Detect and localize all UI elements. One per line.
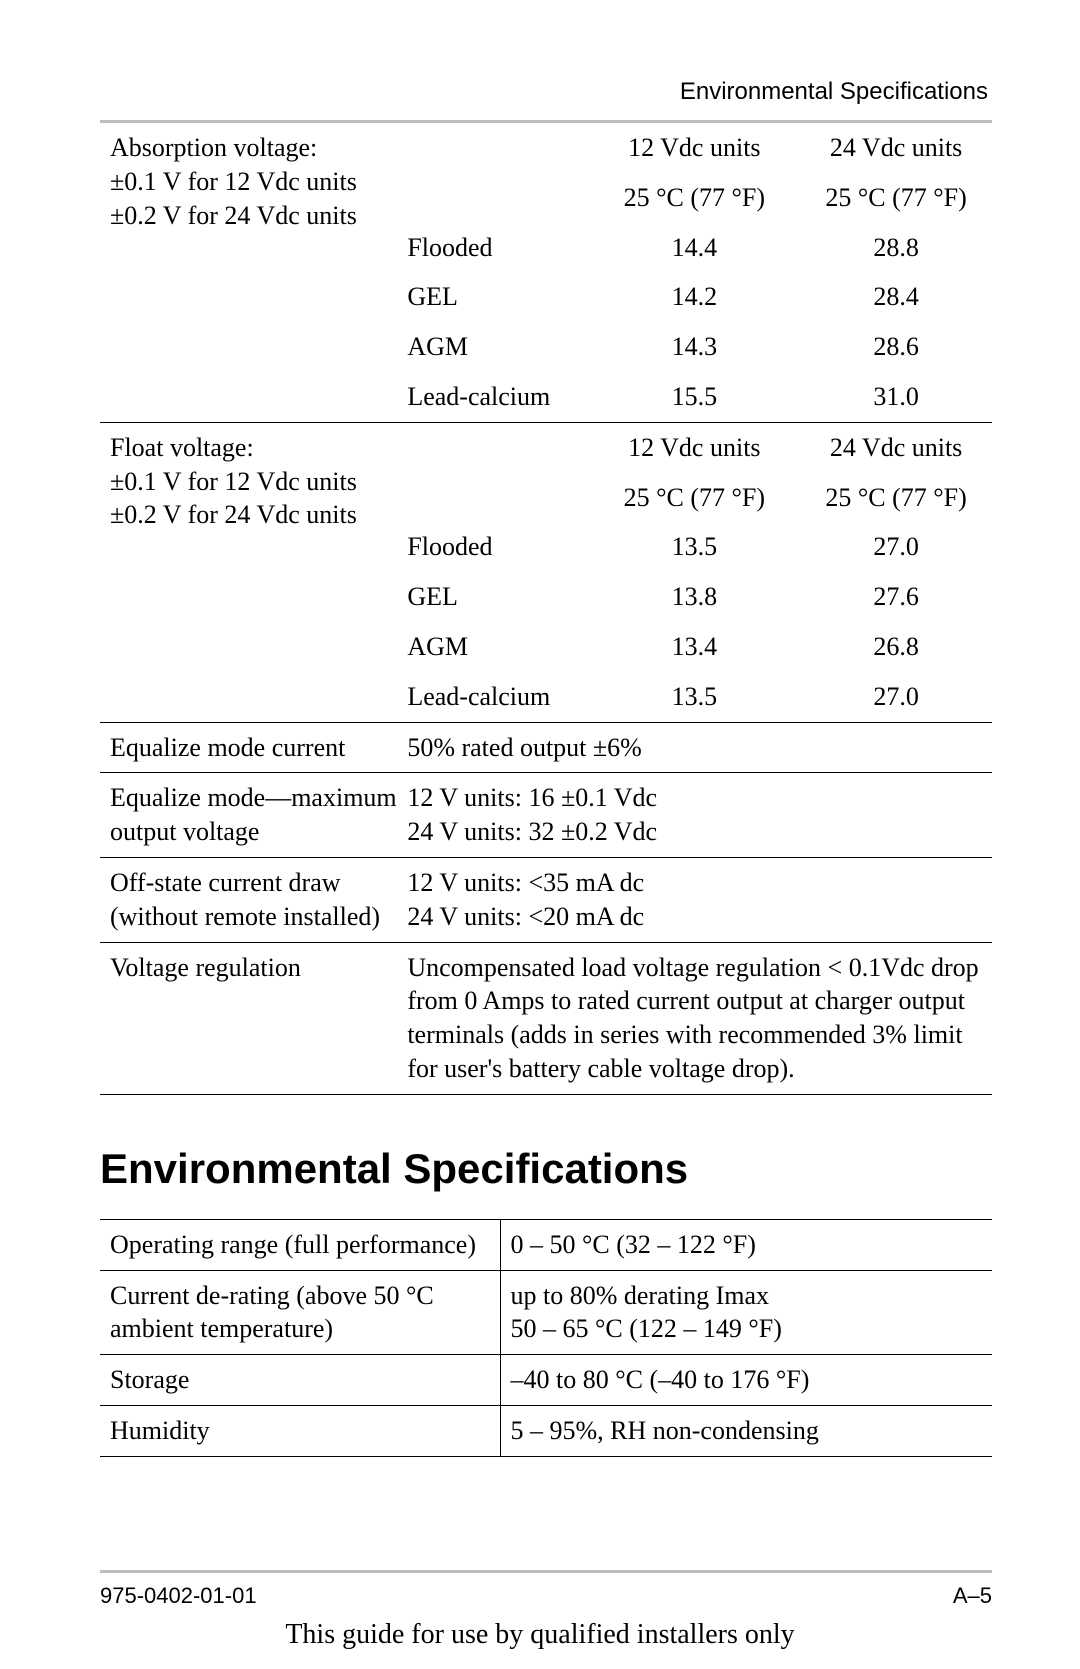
value-12v: 13.5 [588,672,790,722]
battery-type: Flooded [397,223,588,273]
value-24v: 31.0 [790,372,992,422]
float-note-12: ±0.1 V for 12 Vdc units [110,467,357,496]
spec-value: up to 80% derating Imax50 – 65 °C (122 –… [500,1270,992,1355]
footer-rule [100,1570,992,1573]
spec-value: –40 to 80 °C (–40 to 176 °F) [500,1355,992,1406]
table-row: Lead-calcium 13.5 27.0 [100,672,992,722]
footer-disclaimer: This guide for use by qualified installe… [0,1619,1080,1651]
spec-label: Off-state current draw (without remote i… [100,857,397,942]
spec-label: Equalize mode—maximum output voltage [100,773,397,858]
spec-value: 5 – 95%, RH non-condensing [500,1405,992,1456]
table-row: Humidity 5 – 95%, RH non-condensing [100,1405,992,1456]
col-header-12v: 12 Vdc units [588,422,790,472]
spec-label: Equalize mode current [100,722,397,773]
col-subheader-24v: 25 °C (77 °F) [790,473,992,523]
table-row: Storage –40 to 80 °C (–40 to 176 °F) [100,1355,992,1406]
absorption-label: Absorption voltage: ±0.1 V for 12 Vdc un… [100,123,397,272]
table-row: Float voltage: ±0.1 V for 12 Vdc units ±… [100,422,992,472]
spec-label: Storage [100,1355,500,1406]
table-row: AGM 13.4 26.8 [100,622,992,672]
absorption-title: Absorption voltage: [110,133,317,162]
col-header-24v: 24 Vdc units [790,123,992,173]
page-number: A–5 [953,1583,992,1609]
value-24v: 27.0 [790,672,992,722]
table-row: GEL 13.8 27.6 [100,572,992,622]
table-row: AGM 14.3 28.6 [100,322,992,372]
battery-type: AGM [397,322,588,372]
spec-value: 12 V units: 16 ±0.1 Vdc24 V units: 32 ±0… [397,773,992,858]
table-row: Current de-rating (above 50 °C ambient t… [100,1270,992,1355]
spec-label: Humidity [100,1405,500,1456]
table-row: Voltage regulation Uncompensated load vo… [100,942,992,1094]
value-12v: 15.5 [588,372,790,422]
value-24v: 28.6 [790,322,992,372]
value-12v: 13.5 [588,522,790,572]
spec-value: Uncompensated load voltage regulation < … [397,942,992,1094]
table-row: Operating range (full performance) 0 – 5… [100,1219,992,1270]
spec-label: Operating range (full performance) [100,1219,500,1270]
battery-type: GEL [397,272,588,322]
battery-type: AGM [397,622,588,672]
table-row: Equalize mode—maximum output voltage 12 … [100,773,992,858]
value-12v: 14.4 [588,223,790,273]
value-24v: 28.4 [790,272,992,322]
table-row: Off-state current draw (without remote i… [100,857,992,942]
absorption-note-24: ±0.2 V for 24 Vdc units [110,201,357,230]
battery-type: Lead-calcium [397,372,588,422]
col-header-24v: 24 Vdc units [790,422,992,472]
value-12v: 14.3 [588,322,790,372]
float-title: Float voltage: [110,433,254,462]
col-subheader-24v: 25 °C (77 °F) [790,173,992,223]
value-12v: 14.2 [588,272,790,322]
environmental-specs-table: Operating range (full performance) 0 – 5… [100,1219,992,1457]
battery-type: GEL [397,572,588,622]
absorption-note-12: ±0.1 V for 12 Vdc units [110,167,357,196]
spec-label: Current de-rating (above 50 °C ambient t… [100,1270,500,1355]
value-24v: 27.0 [790,522,992,572]
value-24v: 27.6 [790,572,992,622]
table-row: Lead-calcium 15.5 31.0 [100,372,992,422]
table-row: Equalize mode current 50% rated output ±… [100,722,992,773]
table-row: GEL 14.2 28.4 [100,272,992,322]
col-subheader-12v: 25 °C (77 °F) [588,173,790,223]
value-24v: 28.8 [790,223,992,273]
battery-type: Lead-calcium [397,672,588,722]
spec-value: 50% rated output ±6% [397,722,992,773]
spec-value: 12 V units: <35 mA dc24 V units: <20 mA … [397,857,992,942]
page-footer: 975-0402-01-01 A–5 [100,1570,992,1609]
document-number: 975-0402-01-01 [100,1583,257,1609]
float-note-24: ±0.2 V for 24 Vdc units [110,500,357,529]
float-label: Float voltage: ±0.1 V for 12 Vdc units ±… [100,422,397,572]
value-12v: 13.4 [588,622,790,672]
battery-type: Flooded [397,522,588,572]
page-header-label: Environmental Specifications [100,78,992,106]
electrical-specs-table: Absorption voltage: ±0.1 V for 12 Vdc un… [100,123,992,1095]
value-12v: 13.8 [588,572,790,622]
spec-value: 0 – 50 °C (32 – 122 °F) [500,1219,992,1270]
section-heading-environmental: Environmental Specifications [100,1145,992,1193]
col-header-12v: 12 Vdc units [588,123,790,173]
col-subheader-12v: 25 °C (77 °F) [588,473,790,523]
value-24v: 26.8 [790,622,992,672]
spec-label: Voltage regulation [100,942,397,1094]
table-row: Absorption voltage: ±0.1 V for 12 Vdc un… [100,123,992,173]
